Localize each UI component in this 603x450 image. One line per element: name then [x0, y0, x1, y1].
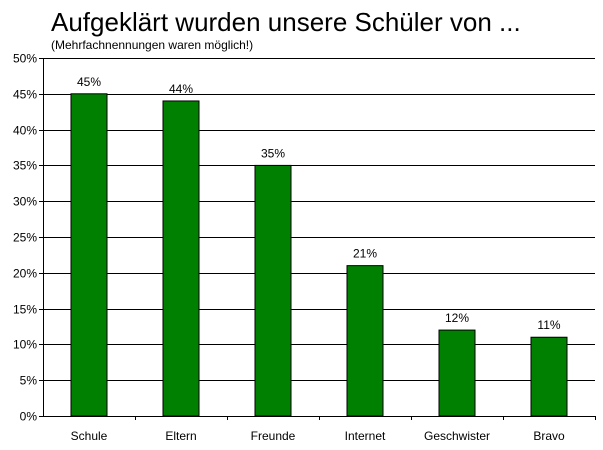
y-tick-label: 25%: [13, 231, 37, 245]
x-tick-label: Freunde: [251, 429, 296, 443]
bar-eltern: [162, 100, 200, 417]
y-tick-label: 5%: [20, 374, 38, 388]
bar-internet: [346, 265, 384, 417]
data-label: 12%: [445, 311, 469, 325]
bar-schule: [70, 93, 108, 417]
gridlines: [43, 58, 595, 381]
bar-freunde: [254, 164, 292, 417]
x-tick-label: Bravo: [533, 429, 565, 443]
x-tick-label: Eltern: [165, 429, 196, 443]
bar-geschwister: [438, 329, 476, 417]
data-label: 45%: [77, 75, 101, 89]
x-tick-label: Internet: [345, 429, 386, 443]
bar-bravo: [530, 336, 568, 417]
data-label: 21%: [353, 247, 377, 261]
data-labels: 45% 44% 35% 21% 12% 11%: [77, 75, 561, 332]
y-tick-label: 35%: [13, 159, 37, 173]
y-tick-label: 50%: [13, 52, 37, 66]
y-tick-label: 40%: [13, 124, 37, 138]
chart-title: Aufgeklärt wurden unsere Schüler von ...: [51, 7, 521, 37]
data-label: 11%: [537, 318, 560, 332]
axes: 0% 5% 10% 15% 20% 25% 30% 35% 40% 45% 50% Schule Elt…: [13, 52, 596, 443]
bars: [70, 93, 568, 417]
x-tick-label: Schule: [71, 429, 108, 443]
y-tick-label: 15%: [13, 303, 37, 317]
chart-subtitle: (Mehrfachnennungen waren möglich!): [51, 38, 254, 52]
data-label: 44%: [169, 82, 193, 96]
y-tick-label: 10%: [13, 338, 37, 352]
data-label: 35%: [261, 146, 285, 160]
y-tick-label: 20%: [13, 267, 37, 281]
y-tick-label: 30%: [13, 195, 37, 209]
y-tick-label: 0%: [20, 410, 38, 424]
x-tick-label: Geschwister: [424, 429, 490, 443]
y-tick-label: 45%: [13, 88, 37, 102]
